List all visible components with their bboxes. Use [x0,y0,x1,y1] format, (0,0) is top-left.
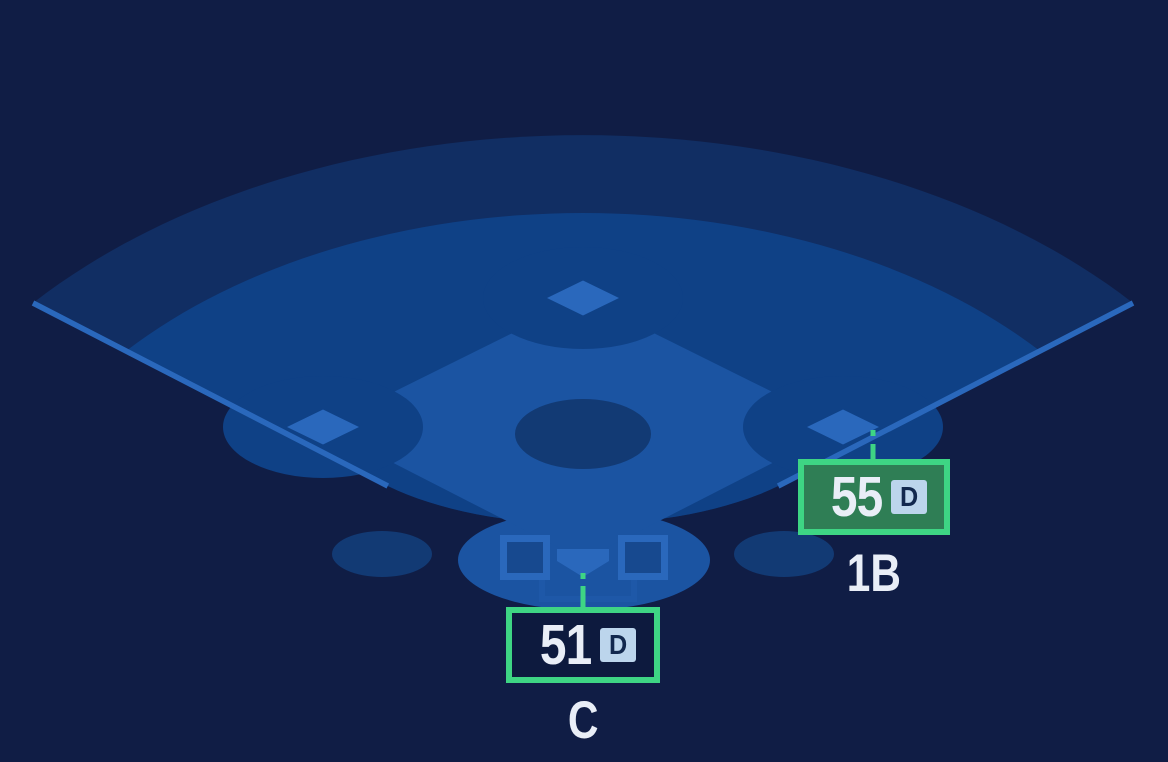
home-plate [557,549,609,577]
second-base [547,280,619,316]
pitchers-mound [515,399,651,469]
on-deck-circle-right [734,531,834,577]
catchers-box [539,576,637,602]
on-deck-circle-left [332,531,432,577]
depth-chip: D [600,628,637,662]
depth-chip-letter: D [900,481,919,512]
left-foul-line [31,300,390,489]
player-number: 55 [830,464,883,529]
third-base [287,409,359,445]
batters-box-right [618,535,668,580]
player-badge-c[interactable]: 51 D [506,607,660,683]
depth-chip: D [891,480,928,514]
depth-chip-letter: D [609,629,628,660]
first-base [807,409,879,445]
player-number: 51 [539,612,592,677]
position-label-c: C [567,691,599,750]
batters-box-left [500,535,550,580]
right-foul-line [776,300,1135,489]
position-label-1b: 1B [846,544,902,603]
player-badge-1b[interactable]: 55 D [798,459,950,535]
